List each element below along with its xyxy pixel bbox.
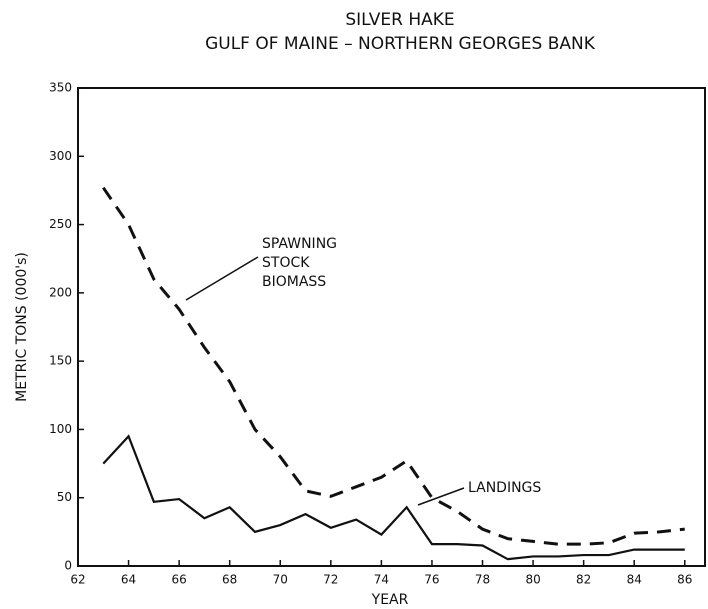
x-tick-label: 84 <box>627 573 642 587</box>
x-tick-label: 76 <box>424 573 439 587</box>
y-tick-label: 250 <box>49 217 72 231</box>
annotation-arrow <box>417 487 465 506</box>
y-axis-label: METRIC TONS (000's) <box>14 252 30 402</box>
annotation: LANDINGS <box>468 480 541 496</box>
x-tick-label: 62 <box>70 573 85 587</box>
x-tick-label: 64 <box>121 573 136 587</box>
y-tick-label: 0 <box>64 559 72 573</box>
x-tick-label: 86 <box>677 573 692 587</box>
annotation-arrow <box>185 256 259 301</box>
x-tick-label: 78 <box>475 573 490 587</box>
annotation: BIOMASS <box>262 274 326 290</box>
chart-title: GULF OF MAINE – NORTHERN GEORGES BANK <box>205 34 596 54</box>
x-tick-label: 74 <box>374 573 389 587</box>
plot-frame <box>77 87 706 567</box>
x-tick-label: 70 <box>273 573 288 587</box>
y-tick-label: 150 <box>49 354 72 368</box>
y-tick-label: 200 <box>49 285 72 299</box>
x-axis-label: YEAR <box>371 592 409 608</box>
series-line <box>102 186 685 546</box>
y-tick-label: 50 <box>57 490 72 504</box>
series-line <box>102 434 685 561</box>
x-tick-label: 72 <box>323 573 338 587</box>
x-tick-label: 66 <box>171 573 186 587</box>
x-tick-label: 82 <box>576 573 591 587</box>
x-tick-label: 80 <box>525 573 540 587</box>
annotation: SPAWNING <box>262 236 337 252</box>
y-tick-label: 300 <box>49 149 72 163</box>
chart-title: SILVER HAKE <box>345 10 454 30</box>
annotation: STOCK <box>262 255 310 271</box>
x-tick-label: 68 <box>222 573 237 587</box>
y-tick-label: 100 <box>49 422 72 436</box>
y-tick-label: 350 <box>49 81 72 95</box>
